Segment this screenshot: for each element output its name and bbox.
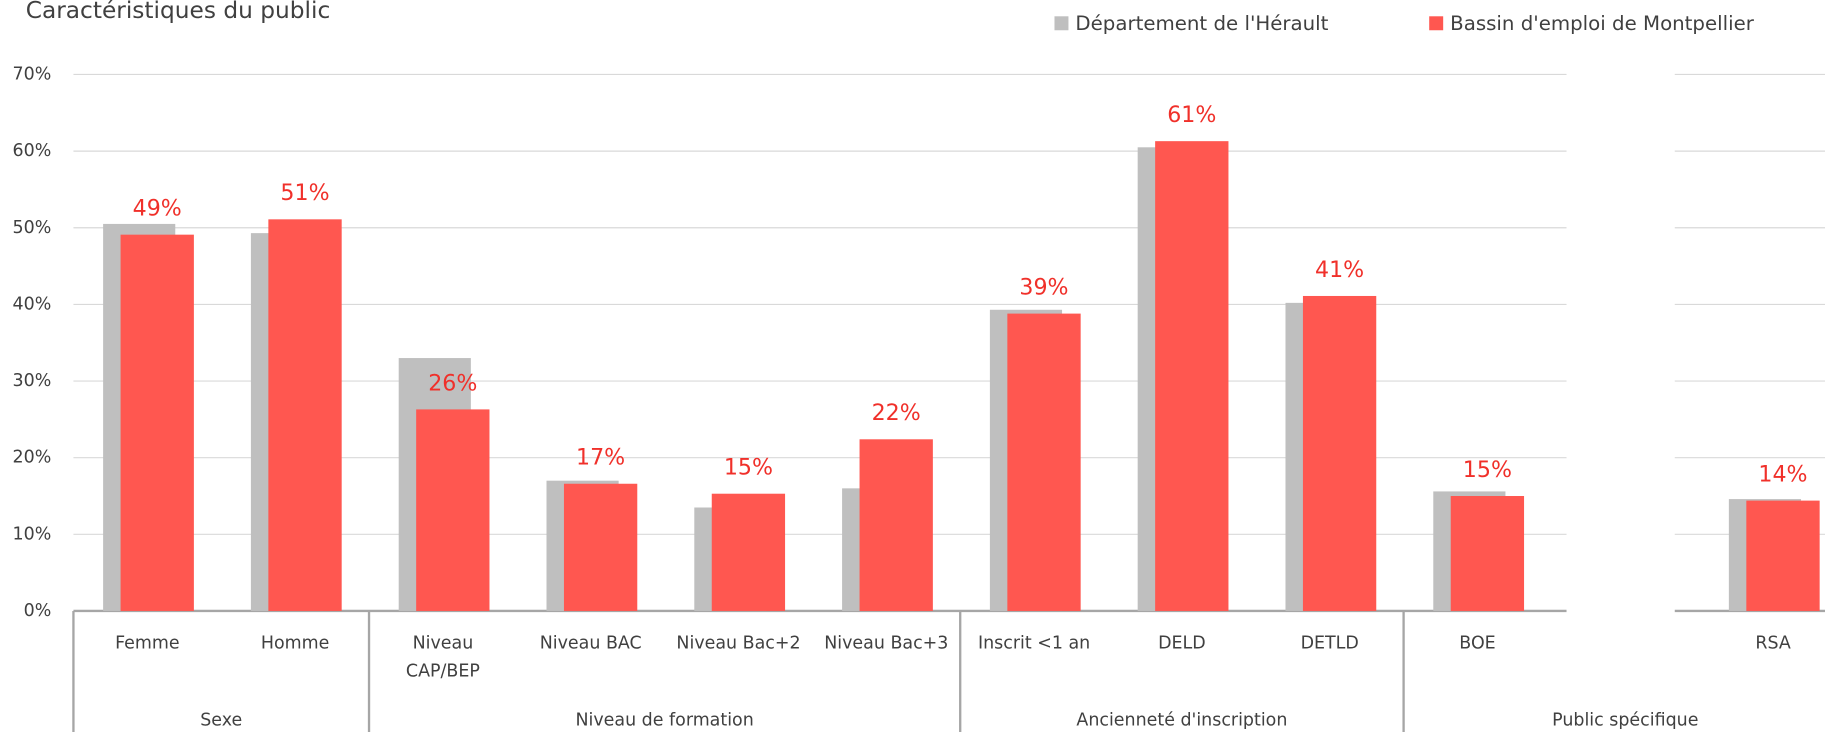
y-tick-label: 10%: [13, 524, 52, 544]
x-tick-label: Niveau Bac+2: [676, 634, 800, 654]
bar: [711, 493, 786, 611]
x-tick-label: DETLD: [1301, 634, 1359, 654]
y-tick-label: 40%: [13, 294, 52, 314]
group-label: Sexe: [200, 710, 242, 730]
legend-label: Département de l'Hérault: [1075, 12, 1328, 35]
x-tick-label: Homme: [261, 634, 329, 654]
y-tick-label: 60%: [13, 141, 52, 161]
group-label: Ancienneté d'inscription: [1076, 710, 1287, 730]
data-label: 26%: [428, 370, 477, 396]
x-tick-label: RSA: [1755, 634, 1791, 654]
y-tick-label: 70%: [13, 64, 52, 84]
bar: [859, 439, 933, 611]
bar: [416, 409, 490, 611]
data-label: 17%: [576, 445, 625, 471]
y-tick-label: 20%: [13, 448, 52, 468]
data-label: 61%: [1167, 102, 1216, 128]
legend-swatch: [1054, 16, 1069, 31]
legend-label: Bassin d'emploi de Montpellier: [1450, 12, 1755, 35]
bar: [268, 219, 342, 611]
y-tick-label: 50%: [13, 218, 52, 238]
chart-title: Caractéristiques du public: [26, 0, 331, 24]
x-tick-label: BOE: [1459, 634, 1495, 654]
data-label: 41%: [1315, 257, 1364, 283]
x-tick-label: DELD: [1158, 634, 1206, 654]
data-label: 22%: [872, 400, 921, 426]
data-label: 15%: [1463, 457, 1512, 483]
bar: [120, 234, 194, 611]
data-label: 51%: [280, 180, 329, 206]
legend-swatch: [1429, 16, 1444, 31]
data-label: 15%: [724, 455, 773, 481]
bar: [563, 483, 638, 611]
data-label: 49%: [133, 196, 182, 222]
x-tick-label: Niveau BAC: [540, 634, 642, 654]
x-tick-label: Inscrit <1 an: [978, 634, 1090, 654]
data-label: 14%: [1758, 462, 1807, 488]
x-tick-label: Femme: [115, 634, 180, 654]
group-label: Public spécifique: [1552, 710, 1698, 730]
y-tick-label: 0%: [24, 601, 52, 621]
y-tick-label: 30%: [13, 371, 52, 391]
bar: [1746, 500, 1820, 611]
bar: [1302, 295, 1377, 611]
x-tick-label: Niveau CAP/BEP: [406, 634, 480, 682]
bar: [1450, 496, 1525, 611]
gap: [1566, 64, 1675, 617]
data-label: 39%: [1019, 274, 1068, 300]
x-tick-label: Niveau Bac+3: [824, 634, 948, 654]
group-label: Niveau de formation: [575, 710, 753, 730]
bar: [1155, 141, 1229, 611]
bar: [1007, 313, 1081, 611]
